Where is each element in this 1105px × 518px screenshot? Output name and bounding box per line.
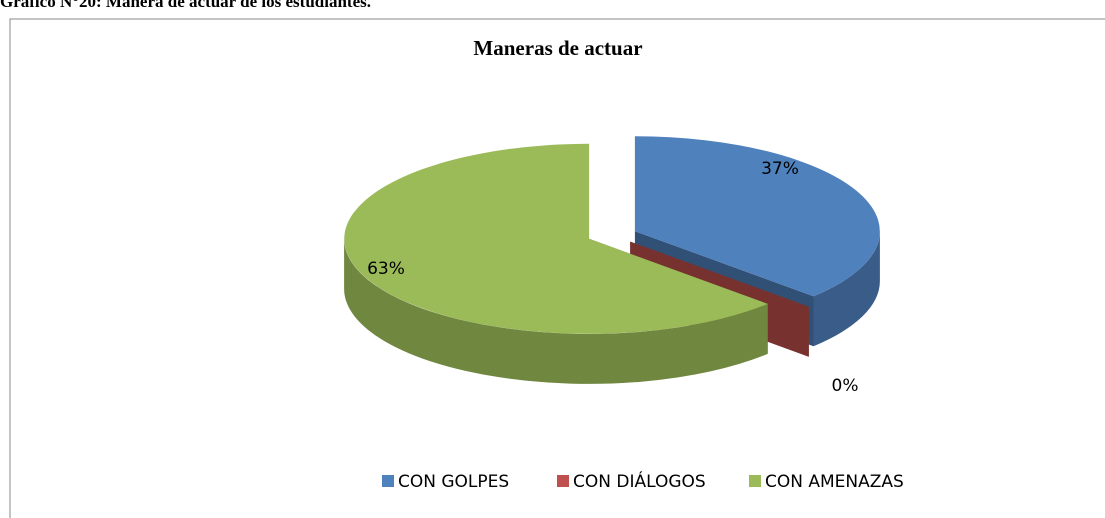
slice <box>630 241 809 307</box>
chart-title: Maneras de actuar <box>473 36 642 60</box>
legend-label: CON GOLPES <box>398 472 509 492</box>
pie <box>344 136 880 384</box>
caption: Gráfico N°20: Manera de actuar de los es… <box>0 0 371 11</box>
legend-label: CON AMENAZAS <box>765 472 904 492</box>
slice <box>344 143 768 334</box>
chart-frame <box>9 18 1105 518</box>
legend-swatch <box>382 475 394 487</box>
slice-side <box>344 238 768 384</box>
slice-side <box>813 231 880 347</box>
legend-swatch <box>749 475 761 487</box>
slice <box>634 136 880 297</box>
legend-swatch <box>557 475 569 487</box>
data-label: 0% <box>832 376 859 396</box>
legend: CON GOLPES CON DIÁLOGOS CON AMENAZAS <box>382 470 904 492</box>
data-label: 37% <box>761 159 799 179</box>
legend-label: CON DIÁLOGOS <box>573 470 706 492</box>
data-label: 63% <box>367 259 405 279</box>
